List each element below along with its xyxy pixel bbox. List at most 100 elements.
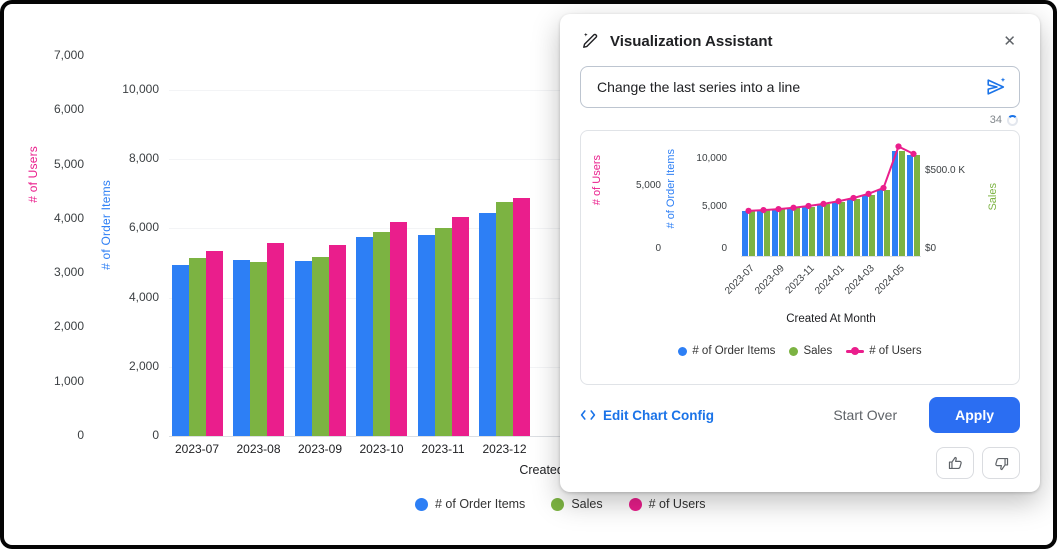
- preview-bar-of-order-items: [742, 210, 748, 256]
- legend-label: # of Order Items: [435, 497, 526, 511]
- usage-counter: 34: [989, 114, 1002, 126]
- y-tick-users: 4,000: [53, 210, 84, 225]
- legend-item-sales[interactable]: Sales: [551, 497, 603, 511]
- line-point: [790, 204, 797, 211]
- preview-x-tick: 2023-09: [752, 263, 787, 297]
- preview-bar-sales: [884, 190, 890, 256]
- preview-bar-of-order-items: [817, 204, 823, 256]
- thumbs-up-button[interactable]: [936, 447, 974, 479]
- preview-bar-sales: [779, 209, 785, 256]
- line-point: [880, 184, 887, 192]
- preview-bar-sales: [854, 198, 860, 256]
- main-yaxis-order-items-ticks: 10,000 8,000 6,000 4,000 2,000 0: [105, 4, 159, 545]
- line-point: [910, 150, 917, 157]
- x-tick: 2023-09: [297, 442, 343, 456]
- line-point: [775, 205, 782, 213]
- legend-item-of-users[interactable]: # of Users: [628, 497, 706, 511]
- preview-xaxis-title: Created At Month: [786, 313, 876, 325]
- line-point: [805, 202, 812, 210]
- main-chart-legend: # of Order Items Sales # of Users: [415, 497, 706, 511]
- legend-item-of-users[interactable]: # of Users: [846, 345, 922, 357]
- y-tick-users: 2,000: [53, 319, 84, 334]
- x-tick: 2023-12: [482, 442, 527, 456]
- dialog-header: Visualization Assistant ✕: [560, 14, 1040, 64]
- bar-of-order-items: [417, 235, 435, 436]
- legend-item-sales[interactable]: Sales: [789, 345, 832, 357]
- y-tick-users: 5,000: [53, 156, 84, 171]
- edit-chart-config-link[interactable]: Edit Chart Config: [580, 408, 714, 423]
- dialog-title: Visualization Assistant: [610, 32, 773, 50]
- main-chart-plot-area: [169, 56, 885, 437]
- preview-y-tick: 0: [655, 243, 661, 254]
- legend-dot: [851, 347, 860, 355]
- line-point: [850, 194, 857, 202]
- preview-bar-of-order-items: [757, 210, 763, 256]
- legend-label: # of Users: [869, 345, 922, 357]
- preview-yaxis-sales-ticks: $500.0 K $0: [925, 131, 985, 271]
- legend-line-dot-marker: [846, 346, 865, 356]
- preview-line-users: [745, 143, 917, 214]
- preview-plot-area: [741, 143, 921, 257]
- apply-button[interactable]: Apply: [929, 397, 1020, 433]
- gridline: [169, 159, 885, 161]
- bar-of-users: [390, 222, 407, 436]
- preview-bar-of-order-items: [892, 151, 898, 256]
- preview-bar-of-order-items: [832, 201, 838, 256]
- feedback-buttons: [936, 447, 1020, 479]
- preview-y-tick: 0: [721, 243, 727, 254]
- y-tick-users: 7,000: [53, 48, 84, 62]
- magic-pen-icon: [580, 31, 600, 51]
- preview-yaxis-order-items-ticks: 10,000 5,000 0: [683, 131, 727, 271]
- x-tick: 2023-11: [421, 442, 465, 456]
- y-tick-order-items: 2,000: [128, 358, 159, 373]
- preview-bar-sales: [839, 202, 845, 256]
- legend-dot: [789, 346, 799, 356]
- main-xaxis-ticks: 2023-07 2023-08 2023-09 2023-10 2023-11 2023-…: [169, 442, 885, 460]
- x-tick: 2023-08: [236, 442, 281, 456]
- preview-x-tick: 2023-11: [783, 263, 817, 297]
- legend-label: # of Users: [648, 497, 706, 511]
- x-tick: 2023-10: [359, 442, 404, 456]
- preview-bar-sales: [749, 210, 755, 256]
- bar-sales: [434, 228, 452, 436]
- preview-bar-sales: [869, 194, 875, 256]
- preview-x-tick: 2024-03: [842, 263, 877, 297]
- thumbs-down-icon: [993, 455, 1010, 472]
- preview-bar-of-order-items: [802, 206, 808, 256]
- line-point: [895, 143, 902, 150]
- bar-of-users: [451, 217, 469, 436]
- preview-bar-of-order-items: [862, 194, 868, 256]
- preview-y-tick: $500.0 K: [925, 165, 966, 176]
- send-button[interactable]: [983, 74, 1009, 100]
- preview-bar-sales: [914, 155, 920, 256]
- y-tick-users: 1,000: [53, 373, 84, 388]
- line-point: [820, 200, 827, 208]
- line-point: [760, 207, 767, 214]
- preview-x-tick: 2024-01: [812, 263, 847, 297]
- bar-of-order-items: [233, 259, 250, 436]
- prompt-input[interactable]: [595, 78, 983, 96]
- bar-sales: [311, 256, 329, 436]
- y-tick-order-items: 0: [152, 428, 159, 442]
- start-over-button[interactable]: Start Over: [827, 406, 903, 424]
- legend-item-of-order-items[interactable]: # of Order Items: [678, 345, 775, 357]
- preview-bar-of-order-items: [907, 155, 913, 256]
- bar-of-users: [205, 251, 223, 436]
- bar-sales: [250, 261, 267, 436]
- thumbs-down-button[interactable]: [982, 447, 1020, 479]
- y-tick-order-items: 6,000: [128, 220, 159, 235]
- legend-label: Sales: [803, 345, 833, 357]
- preview-yaxis-order-items-label: # of Order Items: [665, 149, 677, 229]
- preview-bar-of-order-items: [847, 198, 853, 256]
- app-screen: # of Users # of Order Items 7,000 6,000 5,…: [4, 4, 1053, 545]
- bar-of-users: [513, 198, 530, 436]
- legend-dot: [551, 497, 565, 511]
- legend-dot: [628, 497, 642, 511]
- preview-yaxis-users-label: # of Users: [591, 155, 603, 206]
- close-button[interactable]: ✕: [999, 32, 1020, 51]
- legend-item-of-order-items[interactable]: # of Order Items: [415, 497, 525, 511]
- y-tick-order-items: 4,000: [128, 289, 159, 304]
- gridline: [169, 90, 885, 91]
- preview-y-tick: 5,000: [701, 201, 727, 212]
- bar-of-order-items: [294, 261, 312, 436]
